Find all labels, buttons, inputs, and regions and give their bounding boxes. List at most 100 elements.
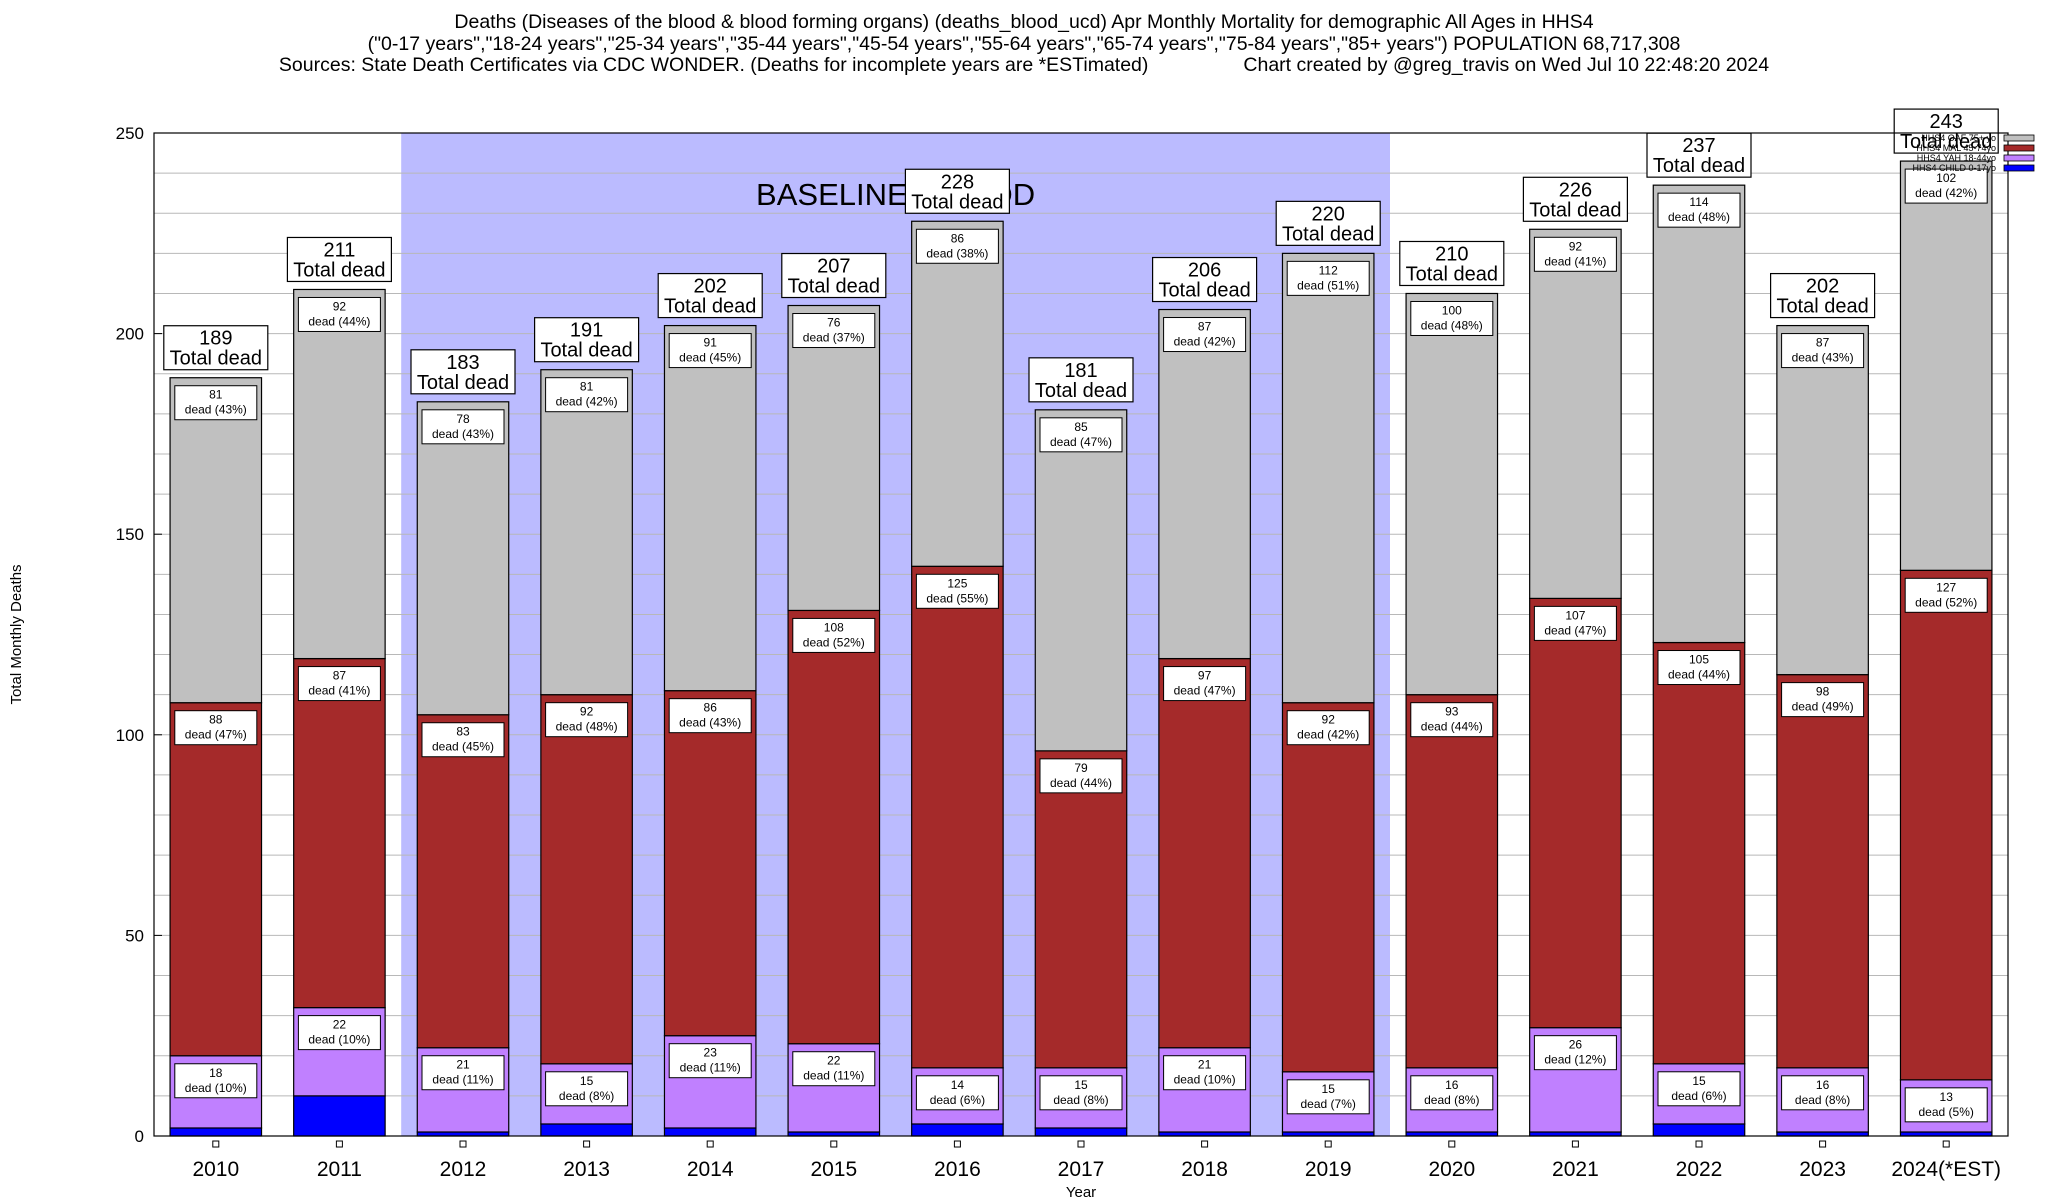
segment-label-box (1657, 650, 1741, 686)
total-label-box (410, 349, 516, 395)
total-label-box (1275, 200, 1381, 246)
segment-label-pct: dead (43%) (1792, 351, 1854, 365)
bar-marker (1819, 1140, 1827, 1148)
total-label-suffix: Total dead (170, 348, 262, 370)
total-label-value: 189 (199, 328, 232, 350)
legend-swatch (2003, 144, 2035, 152)
total-label-suffix: Total dead (1900, 131, 1992, 153)
total-label-suffix: Total dead (1776, 296, 1868, 318)
segment-label-pct: dead (7%) (1301, 1097, 1356, 1111)
bar-segment (1158, 308, 1251, 660)
segment-label-box (915, 1075, 999, 1111)
x-tick-label: 2013 (563, 1158, 610, 1181)
segment-label-pct: dead (43%) (432, 427, 494, 441)
bar-segment (169, 377, 263, 704)
segment-label-box (792, 1051, 876, 1087)
legend-swatch (2003, 134, 2035, 142)
segment-label-pct: dead (47%) (185, 728, 247, 742)
segment-label-box (1533, 605, 1617, 641)
legend-swatch (2003, 154, 2035, 162)
segment-label-pct: dead (8%) (559, 1089, 614, 1103)
segment-label-pct: dead (41%) (308, 684, 370, 698)
segment-label-box (1904, 168, 1988, 204)
segment-label-pct: dead (45%) (679, 351, 741, 365)
segment-label-box (668, 698, 752, 734)
segment-label-value: 100 (1442, 303, 1462, 317)
segment-label-pct: dead (52%) (803, 635, 865, 649)
title-sources: Sources: State Death Certificates via CD… (278, 54, 1149, 76)
x-tick-label: 2024(*EST) (1891, 1158, 2001, 1181)
segment-label-box (1286, 260, 1370, 296)
bar-segment (1776, 674, 1869, 1069)
segment-label-value: 91 (704, 336, 718, 350)
total-label-box (781, 252, 887, 299)
bar-marker (1448, 1140, 1456, 1148)
segment-label-box (1410, 1075, 1494, 1111)
bar-segment (1405, 292, 1499, 696)
segment-label-value: 92 (1322, 713, 1336, 727)
segment-label-value: 81 (209, 388, 223, 402)
segment-label-pct: dead (44%) (308, 314, 370, 328)
segment-label-pct: dead (37%) (803, 331, 865, 345)
bar-segment (540, 369, 633, 696)
segment-label-value: 23 (704, 1046, 718, 1060)
segment-label-value: 92 (580, 705, 594, 719)
segment-label-value: 127 (1936, 580, 1956, 594)
segment-label-box (1286, 710, 1370, 746)
bar-marker (212, 1140, 220, 1148)
segment-label-value: 21 (456, 1058, 470, 1072)
segment-label-box (1533, 1035, 1617, 1071)
total-label-suffix: Total dead (664, 296, 756, 318)
segment-label-value: 76 (827, 316, 841, 330)
legend-label: HHS4 MAL 45-74yo (1916, 143, 1996, 153)
total-label-value: 206 (1188, 260, 1221, 282)
bar-segment (293, 1095, 386, 1137)
bar-segment (1281, 252, 1375, 704)
segment-label-pct: dead (47%) (1544, 623, 1606, 637)
segment-label-value: 87 (1816, 336, 1830, 350)
segment-label-pct: dead (12%) (1544, 1053, 1606, 1067)
bar-marker (1324, 1140, 1332, 1148)
title-line-2: ("0-17 years","18-24 years","25-34 years… (367, 32, 1681, 55)
total-label-box (1522, 176, 1629, 222)
x-tick-label: 2021 (1552, 1158, 1599, 1181)
segment-label-box (1781, 1075, 1865, 1111)
segment-label-pct: dead (6%) (1671, 1089, 1726, 1103)
segment-label-value: 26 (1569, 1038, 1583, 1052)
segment-label-value: 13 (1940, 1090, 1954, 1104)
segment-label-box (297, 666, 381, 702)
x-tick-label: 2023 (1799, 1158, 1846, 1181)
bar-segment (787, 609, 881, 1045)
segment-label-pct: dead (10%) (308, 1033, 370, 1047)
bar-segment (1034, 750, 1128, 1069)
bar-segment (1776, 1131, 1869, 1137)
bar-segment (1529, 1131, 1622, 1137)
y-tick-label: 100 (116, 726, 144, 745)
bar-segment (1529, 228, 1622, 599)
legend-label: HHS4 YAH 18-44yo (1917, 153, 1996, 163)
bar-segment (169, 1127, 263, 1137)
x-tick-label: 2022 (1676, 1158, 1723, 1181)
bar-segment (1529, 597, 1622, 1029)
x-tick-label: 2015 (810, 1158, 857, 1181)
bar-segment (663, 1127, 757, 1137)
segment-label-value: 18 (209, 1066, 223, 1080)
segment-label-value: 15 (1074, 1078, 1088, 1092)
bar-segment (1652, 184, 1746, 644)
segment-label-box (1904, 577, 1988, 613)
segment-label-box (915, 228, 999, 264)
segment-label-box (792, 313, 876, 349)
total-label-suffix: Total dead (1653, 155, 1745, 177)
segment-label-box (1657, 1071, 1741, 1107)
legend-label: HHS4 CHILD 0-17yo (1912, 163, 1996, 173)
bar-marker (583, 1140, 591, 1148)
segment-label-pct: dead (55%) (926, 591, 988, 605)
segment-label-pct: dead (48%) (556, 720, 618, 734)
segment-label-pct: dead (42%) (556, 395, 618, 409)
segment-label-pct: dead (11%) (680, 1061, 741, 1075)
segment-label-box (1039, 758, 1123, 794)
legend-label: HHS4 OAF 75+ yo (1921, 133, 1996, 143)
segment-label-value: 85 (1074, 420, 1088, 434)
total-label-suffix: Total dead (1282, 223, 1374, 245)
segment-label-pct: dead (49%) (1792, 700, 1854, 714)
